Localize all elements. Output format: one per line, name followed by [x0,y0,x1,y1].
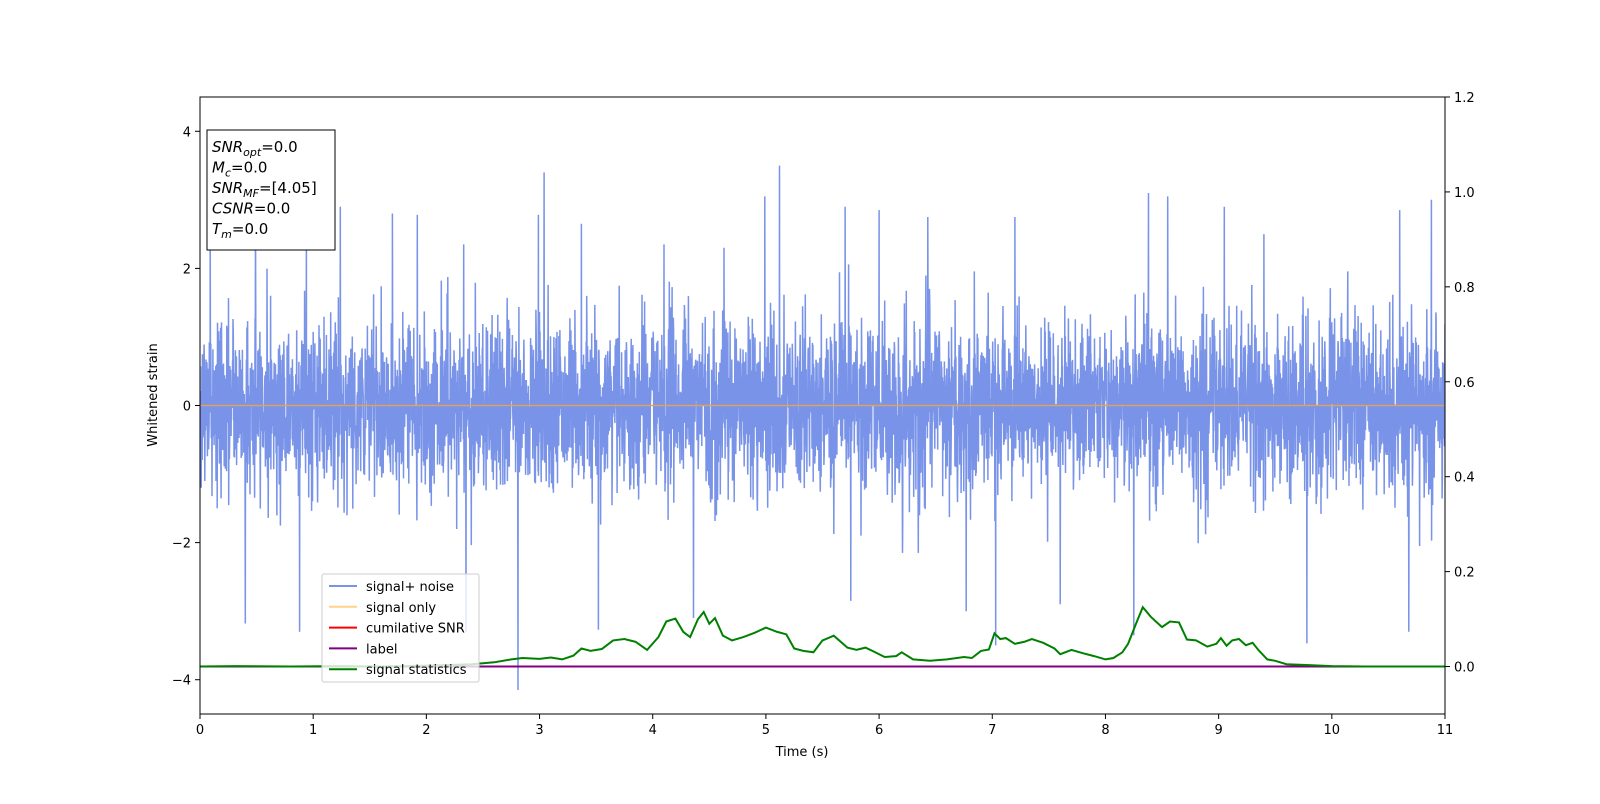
legend-label: signal only [366,601,436,616]
legend-label: signal statistics [366,663,467,678]
y-right-tick-label: 0.2 [1454,566,1475,581]
x-tick-label: 7 [988,723,996,738]
info-line: SNRopt=0.0 [212,138,298,159]
y-right-tick-label: 0.0 [1454,661,1475,676]
info-line: SNRMF=[4.05] [212,179,317,200]
y-left-tick-label: 2 [183,262,191,277]
x-tick-label: 9 [1214,723,1222,738]
y-left-tick-label: −2 [172,537,191,552]
info-line: CSNR=0.0 [212,200,290,218]
y-left-tick-label: −4 [172,674,191,689]
y-right-tick-label: 1.0 [1454,186,1475,201]
x-tick-label: 1 [309,723,317,738]
y-left-tick-label: 4 [183,125,191,140]
x-tick-label: 3 [535,723,543,738]
y-right-tick-label: 0.4 [1454,471,1475,486]
legend-label: label [366,642,397,657]
legend: signal+ noise signal only cumilative SNR la… [321,573,480,683]
axes: 0 1 2 3 4 5 6 7 8 9 10 11 −4 −2 0 2 4 0.0 0.2 0.4 0.6 0.8 1.0 1… [172,91,1475,738]
legend-frame [321,573,480,683]
x-tick-label: 10 [1324,723,1341,738]
x-tick-label: 2 [422,723,430,738]
y-right-tick-label: 0.8 [1454,281,1475,296]
info-line: Mc=0.0 [212,159,267,180]
legend-label: signal+ noise [366,580,454,595]
series-signal-statistics-line [200,605,1445,668]
x-tick-label: 8 [1101,723,1109,738]
x-tick-label: 4 [649,723,657,738]
y-left-tick-label: 0 [183,400,191,415]
x-tick-label: 0 [196,723,204,738]
x-tick-label: 11 [1437,723,1454,738]
info-line: Tm=0.0 [212,220,268,241]
x-tick-label: 6 [875,723,883,738]
legend-label: cumilative SNR [366,622,465,637]
y-axis-label: Whitened strain [146,343,161,446]
x-axis-label: Time (s) [775,745,829,760]
x-tick-label: 5 [762,723,770,738]
info-box-frame [206,129,336,251]
y-right-tick-label: 1.2 [1454,91,1475,106]
series-signal-noise-line [200,165,1445,691]
y-right-tick-label: 0.6 [1454,376,1475,391]
